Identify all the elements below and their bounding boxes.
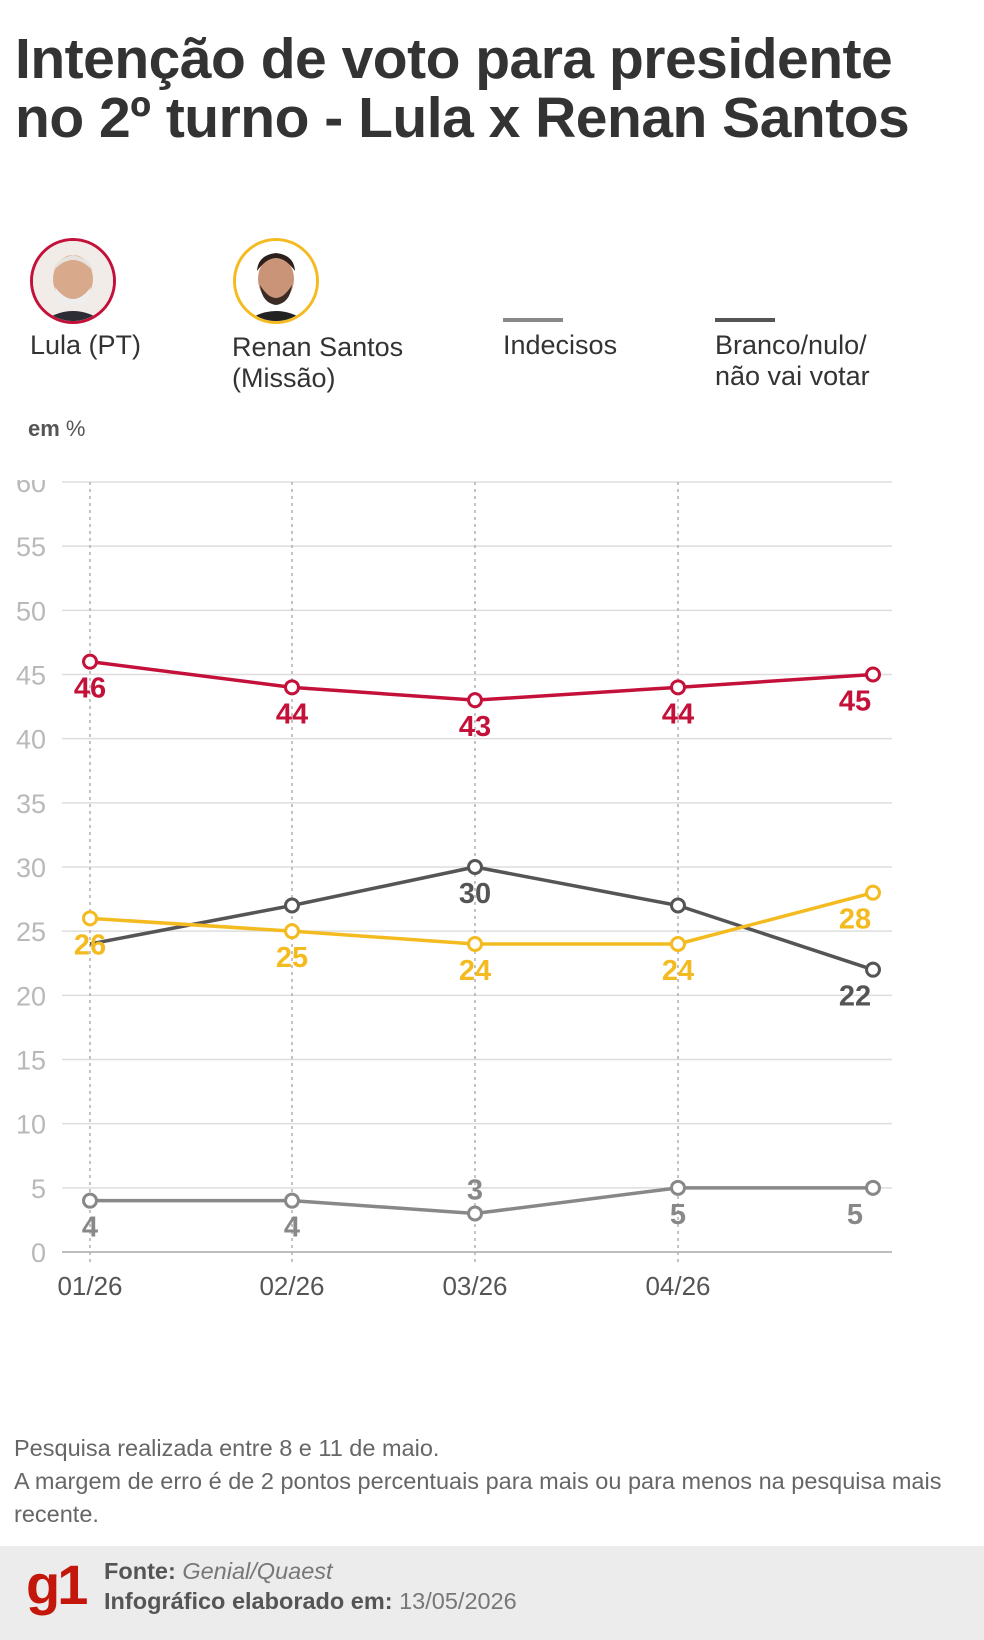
data-label: 45 <box>839 686 871 718</box>
data-point <box>670 897 686 914</box>
y-tick-label: 10 <box>16 1110 46 1140</box>
data-point <box>865 961 881 978</box>
date-value: 13/05/2026 <box>399 1588 517 1614</box>
g1-logo: g1 <box>26 1553 88 1616</box>
data-label: 4 <box>82 1212 98 1244</box>
data-point <box>467 859 483 875</box>
chart-title: Intenção de voto para presidente no 2º t… <box>15 27 910 150</box>
data-point <box>865 666 881 683</box>
data-label: 46 <box>74 673 106 705</box>
data-point <box>670 936 686 952</box>
legend-line-indecisos <box>503 318 563 322</box>
data-point <box>865 884 881 901</box>
data-label: 3 <box>467 1175 483 1207</box>
data-point <box>467 936 483 952</box>
data-point <box>467 692 483 709</box>
unit-prefix: em <box>28 416 60 441</box>
data-label: 30 <box>459 878 491 910</box>
y-tick-label: 50 <box>16 596 46 626</box>
data-point <box>670 1179 686 1196</box>
date-line: Infográfico elaborado em: 13/05/2026 <box>104 1588 517 1615</box>
y-tick-label: 35 <box>16 789 46 819</box>
chart-notes: Pesquisa realizada entre 8 e 11 de maio.… <box>14 1432 964 1531</box>
data-point <box>82 1192 98 1209</box>
data-label: 24 <box>662 955 694 987</box>
note-line-1: Pesquisa realizada entre 8 e 11 de maio. <box>14 1435 440 1461</box>
y-tick-label: 5 <box>31 1174 46 1204</box>
data-point <box>467 1205 483 1222</box>
legend-label-lula: Lula (PT) <box>30 330 142 360</box>
y-tick-label: 25 <box>16 917 46 947</box>
data-label: 43 <box>459 711 491 743</box>
note-line-2: A margem de erro é de 2 pontos percentua… <box>14 1468 942 1527</box>
data-label: 26 <box>74 929 106 961</box>
y-tick-label: 15 <box>16 1046 46 1076</box>
y-tick-label: 0 <box>31 1238 46 1268</box>
data-point <box>284 897 300 914</box>
y-tick-label: 30 <box>16 853 46 883</box>
data-label: 4 <box>284 1212 300 1244</box>
x-tick-label: 04/26 <box>645 1271 710 1301</box>
data-label: 28 <box>839 904 871 936</box>
unit-label: em % <box>28 416 85 442</box>
x-tick-label: 02/26 <box>259 1271 324 1301</box>
source-value: Genial/Quaest <box>182 1558 333 1584</box>
renan-santos-portrait-icon <box>233 238 319 324</box>
data-point <box>82 653 98 670</box>
x-tick-label: 03/26 <box>442 1271 507 1301</box>
source-line: Fonte: Genial/Quaest <box>104 1558 333 1585</box>
x-tick-label: 01/26 <box>57 1271 122 1301</box>
series-line <box>89 659 874 702</box>
data-point <box>284 679 300 696</box>
unit-suffix: % <box>65 416 86 441</box>
data-point <box>670 679 686 696</box>
footer: g1 Fonte: Genial/Quaest Infográfico elab… <box>0 1546 984 1640</box>
data-point <box>284 923 300 940</box>
legend-label-renan-santos: Renan Santos (Missão) <box>232 332 404 393</box>
data-label: 5 <box>670 1199 686 1231</box>
source-label: Fonte: <box>104 1558 176 1584</box>
data-point <box>284 1192 300 1209</box>
data-point <box>865 1179 881 1196</box>
data-label: 44 <box>276 698 308 730</box>
data-point <box>82 910 98 927</box>
date-label: Infográfico elaborado em: <box>104 1588 393 1614</box>
legend-label-branco-nulo: Branco/nulo/ não vai votar <box>715 330 870 391</box>
y-tick-label: 45 <box>16 661 46 691</box>
y-tick-label: 40 <box>16 725 46 755</box>
data-label: 24 <box>459 955 491 987</box>
y-tick-label: 55 <box>16 532 46 562</box>
y-tick-label: 60 <box>16 480 46 498</box>
lula-portrait-icon <box>30 238 116 324</box>
data-label: 25 <box>276 942 308 974</box>
data-label: 5 <box>847 1199 863 1231</box>
y-tick-label: 20 <box>16 981 46 1011</box>
legend-line-branco-nulo <box>715 318 775 322</box>
data-label: 22 <box>839 981 871 1013</box>
data-label: 44 <box>662 698 694 730</box>
legend-label-indecisos: Indecisos <box>503 330 618 360</box>
